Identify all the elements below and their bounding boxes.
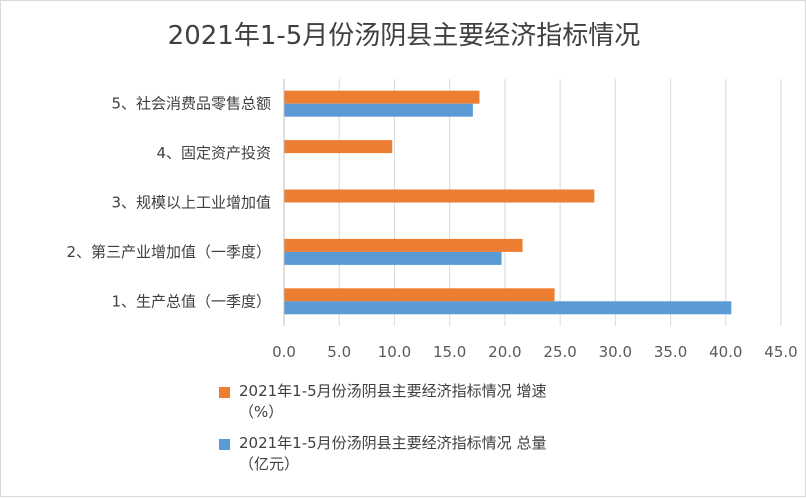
bar-total xyxy=(284,251,502,265)
bar-growth xyxy=(284,288,555,302)
x-tick-label: 0.0 xyxy=(272,343,296,361)
x-tick-label: 35.0 xyxy=(654,343,687,361)
bar-total xyxy=(284,103,473,117)
legend-label-growth-line2: （%） xyxy=(239,403,284,421)
x-tick-label: 10.0 xyxy=(378,343,411,361)
category-label: 5、社会消费品零售总额 xyxy=(111,95,271,113)
x-tick-label: 40.0 xyxy=(709,343,742,361)
chart-title: 2021年1-5月份汤阴县主要经济指标情况 xyxy=(167,21,641,51)
bar-growth xyxy=(284,140,393,154)
x-tick-label: 20.0 xyxy=(488,343,521,361)
legend-swatch-growth xyxy=(219,387,230,398)
legend-swatch-total xyxy=(219,439,230,450)
category-label: 2、第三产业增加值（一季度） xyxy=(66,243,271,261)
legend-label-growth-line1: 2021年1-5月份汤阴县主要经济指标情况 增速 xyxy=(239,382,547,400)
bar-total xyxy=(284,301,732,315)
legend-label-total-line1: 2021年1-5月份汤阴县主要经济指标情况 总量 xyxy=(239,434,547,452)
x-tick-label: 25.0 xyxy=(543,343,576,361)
bar-growth xyxy=(284,238,523,252)
x-tick-label: 5.0 xyxy=(327,343,351,361)
category-label: 1、生产总值（一季度） xyxy=(111,292,271,310)
bar-growth xyxy=(284,90,480,104)
x-tick-label: 45.0 xyxy=(764,343,797,361)
category-label: 3、规模以上工业增加值 xyxy=(111,194,271,212)
x-tick-label: 30.0 xyxy=(599,343,632,361)
category-label: 4、固定资产投资 xyxy=(156,144,271,162)
bar-growth xyxy=(284,189,595,203)
x-tick-label: 15.0 xyxy=(433,343,466,361)
legend-label-total-line2: （亿元） xyxy=(239,455,300,473)
